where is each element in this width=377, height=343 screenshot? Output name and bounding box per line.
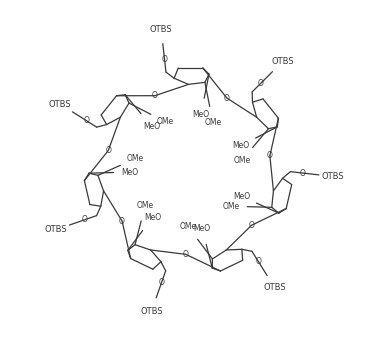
Text: OMe: OMe	[127, 154, 144, 163]
Text: MeO: MeO	[193, 224, 211, 233]
Text: MeO: MeO	[121, 168, 139, 177]
Text: O: O	[249, 221, 254, 230]
Text: O: O	[256, 257, 261, 266]
Text: OMe: OMe	[222, 202, 239, 211]
Text: MeO: MeO	[143, 122, 160, 131]
Text: O: O	[267, 151, 273, 160]
Text: O: O	[258, 79, 264, 88]
Text: O: O	[83, 116, 89, 125]
Text: OTBS: OTBS	[150, 25, 173, 34]
Text: O: O	[152, 91, 158, 100]
Text: OTBS: OTBS	[322, 172, 345, 181]
Text: OTBS: OTBS	[271, 57, 294, 66]
Text: O: O	[224, 94, 230, 103]
Text: MeO: MeO	[144, 213, 161, 222]
Text: O: O	[183, 250, 189, 259]
Text: MeO: MeO	[192, 110, 210, 119]
Text: O: O	[300, 168, 306, 178]
Text: MeO: MeO	[233, 192, 250, 201]
Text: OMe: OMe	[204, 118, 222, 127]
Text: OMe: OMe	[137, 201, 154, 210]
Text: O: O	[82, 215, 88, 224]
Text: O: O	[119, 216, 125, 226]
Text: OMe: OMe	[179, 222, 196, 231]
Text: MeO: MeO	[232, 141, 250, 150]
Text: O: O	[106, 146, 111, 155]
Text: OMe: OMe	[233, 156, 251, 165]
Text: OMe: OMe	[157, 117, 174, 126]
Text: OTBS: OTBS	[44, 225, 67, 234]
Text: OTBS: OTBS	[140, 307, 163, 316]
Text: O: O	[159, 278, 164, 287]
Text: OTBS: OTBS	[264, 283, 286, 292]
Text: OTBS: OTBS	[49, 100, 72, 109]
Text: O: O	[162, 55, 167, 64]
